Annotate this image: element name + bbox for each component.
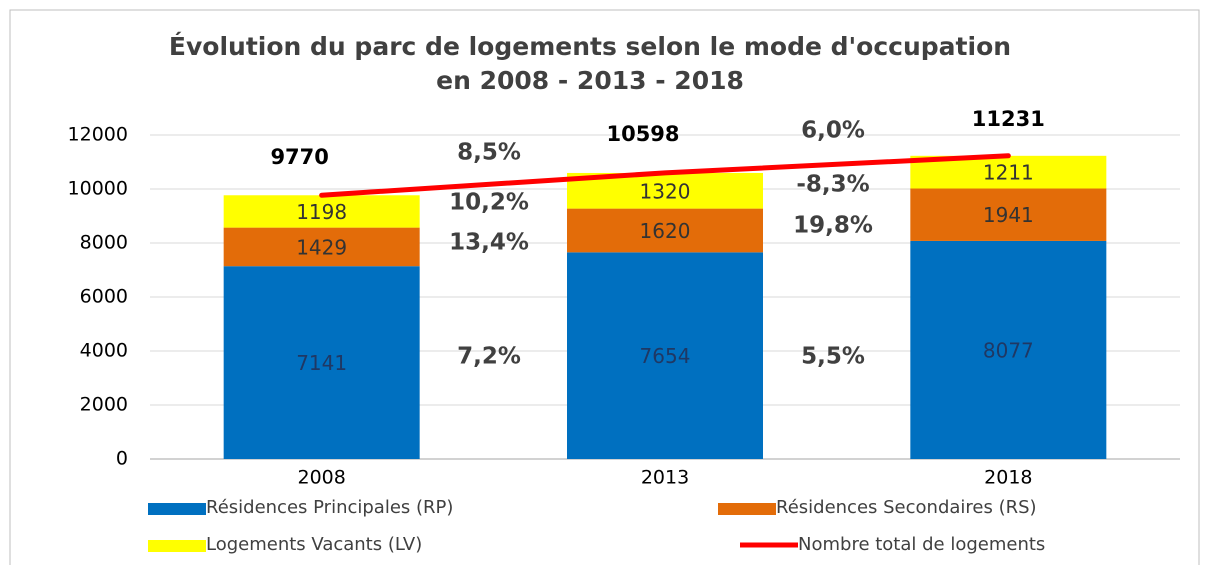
data-label: 7141: [296, 351, 347, 375]
total-label: 9770: [270, 145, 328, 169]
data-label: 7654: [640, 344, 691, 368]
y-tick-label: 12000: [68, 124, 128, 146]
total-label: 11231: [972, 107, 1045, 131]
bar-segment: [567, 252, 763, 459]
chart-title: Évolution du parc de logements selon le …: [169, 32, 1011, 61]
bar-segment: [223, 266, 420, 459]
bar-segment: [910, 240, 1107, 459]
legend-label: Résidences Principales (RP): [206, 497, 453, 518]
bar-segment: [223, 227, 420, 267]
annotation: -8,3%: [796, 172, 869, 198]
data-label: 1620: [640, 219, 691, 243]
y-tick-label: 0: [116, 448, 128, 470]
annotation: 8,5%: [457, 140, 521, 166]
y-tick-label: 2000: [80, 394, 128, 416]
legend-marker: [718, 503, 776, 515]
total-label: 10598: [606, 122, 679, 146]
y-tick-label: 10000: [68, 178, 128, 200]
total-line: [319, 153, 1011, 198]
x-tick-label: 2013: [641, 467, 689, 489]
data-label: 1198: [296, 200, 347, 224]
legend-label: Nombre total de logements: [798, 534, 1045, 555]
chart-subtitle: en 2008 - 2013 - 2018: [436, 66, 744, 95]
data-label: 1320: [640, 179, 691, 203]
annotation: 10,2%: [449, 190, 529, 216]
annotation: 19,8%: [793, 213, 873, 239]
data-label: 8077: [983, 338, 1034, 362]
y-tick-label: 8000: [80, 232, 128, 254]
y-tick-label: 4000: [80, 340, 128, 362]
data-label: 1211: [983, 161, 1034, 185]
bar-segment: [567, 208, 763, 253]
data-label: 1429: [296, 235, 347, 259]
legend-marker: [148, 540, 206, 552]
bar-segment: [910, 188, 1107, 241]
annotation: 6,0%: [801, 118, 865, 144]
annotation: 13,4%: [449, 230, 529, 256]
annotation: 7,2%: [457, 344, 521, 370]
y-tick-label: 6000: [80, 286, 128, 308]
data-label: 1941: [983, 203, 1034, 227]
x-tick-label: 2008: [297, 467, 345, 489]
annotation: 5,5%: [801, 344, 865, 370]
legend-label: Résidences Secondaires (RS): [776, 497, 1037, 518]
x-tick-label: 2018: [984, 467, 1032, 489]
legend-label: Logements Vacants (LV): [206, 534, 422, 555]
bar-segment: [223, 195, 420, 228]
legend-marker: [148, 503, 206, 515]
